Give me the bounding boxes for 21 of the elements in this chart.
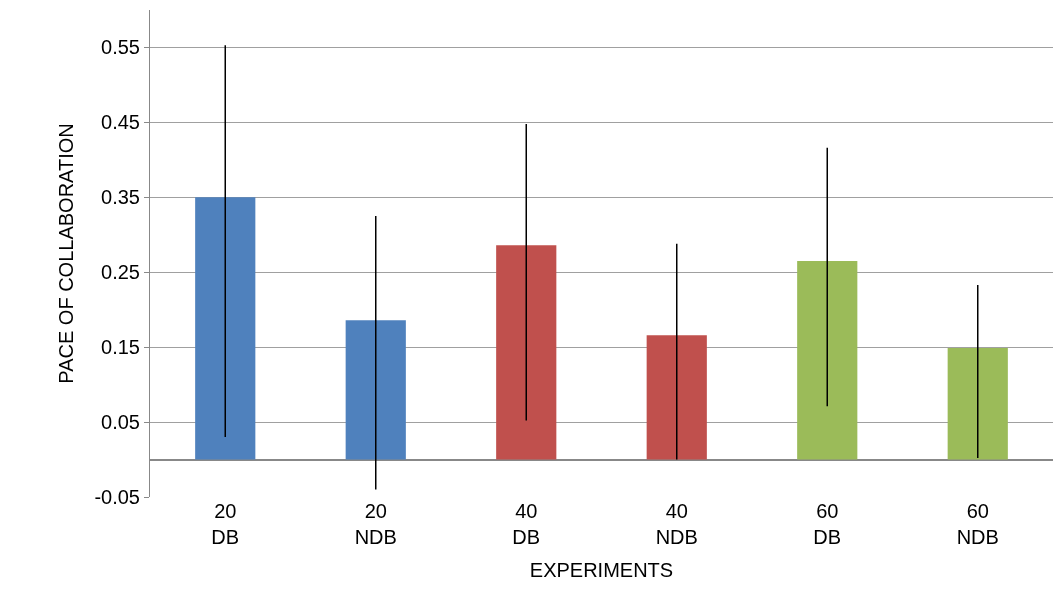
y-tick-label: 0.45 xyxy=(101,111,140,134)
x-tick-label: 40 DB xyxy=(512,500,541,548)
y-tick-label: 0.55 xyxy=(101,36,140,59)
x-tick-label: 60 DB xyxy=(813,500,842,548)
bar xyxy=(646,335,707,460)
x-tick-label: 20 DB xyxy=(211,500,240,548)
y-axis-title: PACE OF COLLABORATION xyxy=(54,123,77,384)
x-axis-title: EXPERIMENTS xyxy=(529,558,674,581)
bar xyxy=(496,245,557,460)
x-tick-label: 20 NDB xyxy=(354,500,397,548)
y-tick-label: 0.15 xyxy=(101,336,140,359)
bar xyxy=(797,260,858,460)
y-tick-label: 0.35 xyxy=(101,186,140,209)
x-tick-label: 60 NDB xyxy=(956,500,999,548)
y-tick-label: 0.05 xyxy=(101,411,140,434)
bar xyxy=(345,320,406,460)
bar xyxy=(195,197,256,460)
x-tick-label: 40 NDB xyxy=(655,500,698,548)
y-tick-label: -0.05 xyxy=(94,486,140,508)
y-tick-label: 0.25 xyxy=(101,261,140,284)
bar xyxy=(947,347,1008,460)
